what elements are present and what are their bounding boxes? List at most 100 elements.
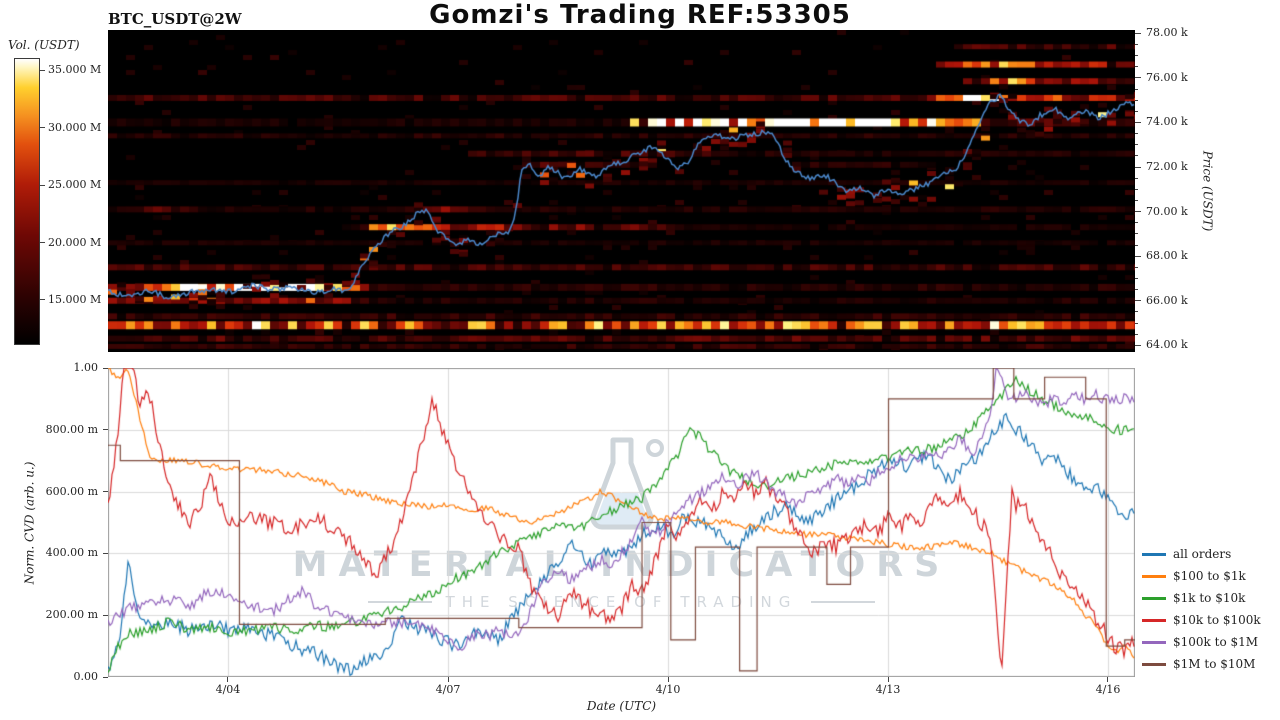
price-axis-tickmark — [1135, 77, 1141, 79]
legend-item: $100 to $1k — [1142, 565, 1261, 587]
price-axis-tickmark — [1135, 244, 1138, 246]
legend-item: $1k to $10k — [1142, 587, 1261, 609]
price-axis-tickmark — [1135, 121, 1141, 123]
legend-line-sample — [1142, 640, 1166, 644]
volume-colorbar — [14, 58, 40, 345]
cvd-y-tick-label: 200.00 m — [45, 608, 98, 622]
price-axis-label-text: Price (USDT) — [1200, 150, 1215, 232]
cvd-y-tick-label: 1.00 — [73, 361, 99, 374]
cvd-canvas — [108, 368, 1135, 677]
colorbar-tick-label: 25.000 M — [48, 178, 102, 192]
price-axis-tickmark — [1135, 333, 1138, 335]
cvd-x-tickmark — [1107, 677, 1109, 682]
price-tick-label: 70.00 k — [1146, 204, 1188, 218]
colorbar-tick-label: 30.000 M — [48, 120, 102, 134]
price-tick-label: 78.00 k — [1146, 26, 1188, 40]
cvd-y-axis-label: Norm. CVD (arb. u.) — [18, 368, 40, 677]
legend-line-sample — [1142, 552, 1166, 556]
colorbar-tickmark — [40, 69, 45, 71]
colorbar-tickmark — [40, 242, 45, 244]
price-axis-tickmark — [1135, 211, 1141, 213]
legend-item: $10k to $100k — [1142, 609, 1261, 631]
legend-label: $1k to $10k — [1173, 591, 1246, 605]
cvd-y-tickmark — [103, 367, 108, 369]
colorbar-tickmark — [40, 184, 45, 186]
legend-line-sample — [1142, 596, 1166, 600]
cvd-y-tick-label: 0.00 — [73, 670, 99, 683]
cvd-y-axis-label-text: Norm. CVD (arb. u.) — [22, 461, 37, 584]
cvd-y-tick-label: 800.00 m — [45, 422, 98, 436]
price-axis-label: Price (USDT) — [1196, 30, 1218, 352]
price-axis-tickmark — [1135, 133, 1138, 135]
price-tick-label: 72.00 k — [1146, 160, 1188, 174]
colorbar-tickmark — [40, 299, 45, 301]
colorbar-tickmark — [40, 127, 45, 129]
cvd-x-tick-label: 4/16 — [1095, 683, 1121, 696]
legend-item: $100k to $1M — [1142, 631, 1261, 653]
price-axis-tickmark — [1135, 110, 1138, 112]
legend-item: $1M to $10M — [1142, 653, 1261, 675]
cvd-y-tick-label: 400.00 m — [45, 546, 98, 560]
cvd-x-tickmark — [887, 677, 889, 682]
price-axis-tickmark — [1135, 266, 1138, 268]
price-axis-tickmark — [1135, 277, 1138, 279]
legend-label: $100 to $1k — [1173, 569, 1246, 583]
cvd-x-tick-label: 4/07 — [435, 683, 461, 696]
price-axis-tickmark — [1135, 322, 1138, 324]
symbol-label: BTC_USDT@2W — [108, 10, 242, 28]
legend-label: $100k to $1M — [1173, 635, 1259, 649]
legend-line-sample — [1142, 618, 1166, 622]
price-axis-tickmark — [1135, 300, 1141, 302]
price-axis-tickmark — [1135, 144, 1138, 146]
price-tick-label: 74.00 k — [1146, 115, 1188, 129]
cvd-x-tickmark — [447, 677, 449, 682]
price-axis-tickmark — [1135, 55, 1138, 57]
price-axis-tickmark — [1135, 344, 1141, 346]
price-axis-tickmark — [1135, 233, 1138, 235]
price-axis-tickmark — [1135, 32, 1141, 34]
cvd-y-tickmark — [103, 676, 108, 678]
heatmap-canvas — [108, 30, 1135, 352]
colorbar-label: Vol. (USDT) — [8, 38, 80, 52]
price-axis-tickmark — [1135, 222, 1138, 224]
cvd-y-tick-label: 600.00 m — [45, 484, 98, 498]
price-axis-tickmark — [1135, 199, 1138, 201]
colorbar-tick-label: 35.000 M — [48, 63, 102, 77]
colorbar-tick-label: 20.000 M — [48, 235, 102, 249]
price-tick-label: 66.00 k — [1146, 293, 1188, 307]
cvd-x-tickmark — [667, 677, 669, 682]
price-axis-tickmark — [1135, 177, 1138, 179]
price-axis-tickmark — [1135, 188, 1138, 190]
legend-item: all orders — [1142, 543, 1261, 565]
price-axis-tickmark — [1135, 311, 1138, 313]
cvd-y-tickmark — [103, 491, 108, 493]
cvd-y-tickmark — [103, 429, 108, 431]
price-axis-tickmark — [1135, 289, 1138, 291]
page-title: Gomzi's Trading REF:53305 — [429, 0, 851, 30]
date-axis-label: Date (UTC) — [586, 699, 657, 713]
cvd-x-tick-label: 4/10 — [655, 683, 681, 696]
price-axis-tickmark — [1135, 155, 1138, 157]
cvd-x-tickmark — [227, 677, 229, 682]
price-axis-tickmark — [1135, 88, 1138, 90]
colorbar-tick-label: 15.000 M — [48, 292, 102, 306]
price-axis-tickmark — [1135, 166, 1141, 168]
price-tick-label: 64.00 k — [1146, 338, 1188, 352]
cvd-x-tick-label: 4/13 — [875, 683, 901, 696]
cvd-y-tickmark — [103, 552, 108, 554]
legend-line-sample — [1142, 574, 1166, 578]
legend-label: $10k to $100k — [1173, 613, 1261, 627]
price-tick-label: 76.00 k — [1146, 70, 1188, 84]
price-axis-tickmark — [1135, 66, 1138, 68]
price-tick-label: 68.00 k — [1146, 249, 1188, 263]
legend-label: all orders — [1173, 547, 1232, 561]
cvd-x-tick-label: 4/04 — [215, 683, 241, 696]
legend: all orders $100 to $1k $1k to $10k $10k to … — [1142, 543, 1261, 675]
price-axis-tickmark — [1135, 255, 1141, 257]
cvd-y-tickmark — [103, 614, 108, 616]
legend-label: $1M to $10M — [1173, 657, 1256, 671]
legend-line-sample — [1142, 662, 1166, 666]
price-axis-tickmark — [1135, 43, 1138, 45]
price-axis-tickmark — [1135, 99, 1138, 101]
